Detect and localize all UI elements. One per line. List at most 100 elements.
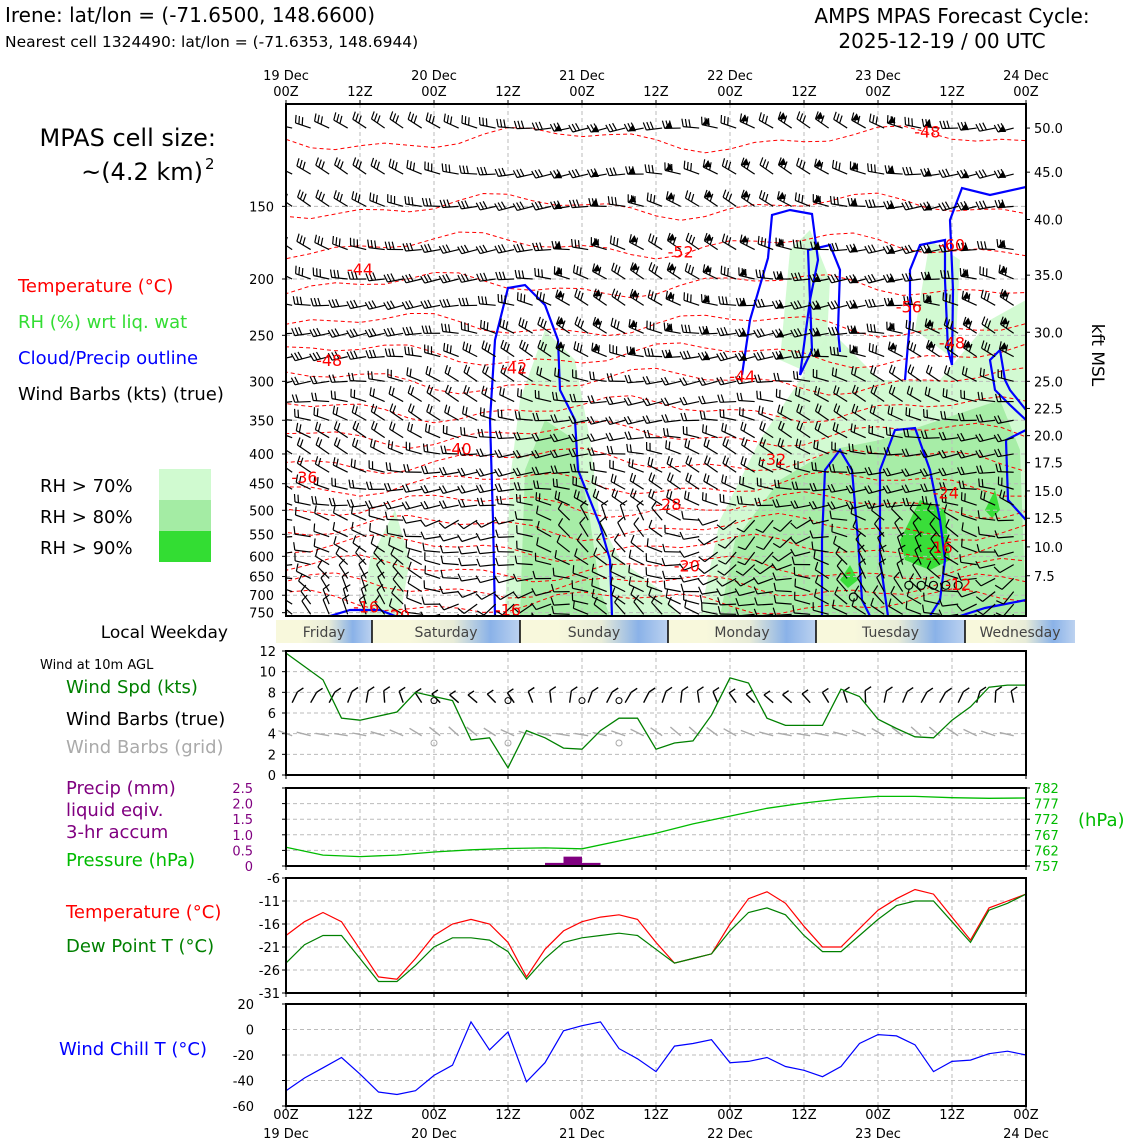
barb-staff [333,465,347,472]
barb-staff [665,170,681,174]
barb-flag [610,236,611,244]
wind-barb [754,299,773,307]
barb-flag [835,274,839,281]
wind-barb [296,507,311,520]
barb-flag [483,365,486,373]
barb-flag [367,482,369,490]
wind-barb [852,113,866,129]
barb-flag [280,493,281,501]
wind-barb [464,385,477,401]
barb-flag [724,267,725,275]
wind-barb [443,425,458,438]
wind-barb [554,266,569,279]
barb-flag [337,423,340,431]
barb-flag [372,421,375,429]
wind-barb [477,273,496,281]
barb-flag [293,296,294,304]
height-tick-label: 15.0 [1034,485,1063,500]
barb-staff [684,300,699,305]
grid-barb-staff [429,727,440,736]
true-barb-staff [1011,691,1013,703]
wind-barb [569,123,588,132]
barb-flag [834,112,837,120]
barb-flag [669,442,670,450]
barb-flag [686,190,688,198]
barb-flag [628,398,632,405]
wind-barb [662,350,681,358]
wind-barb [831,196,848,206]
true-barb-staff [644,692,649,703]
wind-barb [720,409,736,420]
barb-staff [426,374,440,381]
wind-barb [316,158,329,174]
wind-barb [421,532,440,539]
barb-flag [872,299,875,306]
barb-flag [414,116,417,124]
wind-barb [421,501,440,509]
barb-flag [498,245,502,252]
barb-flag [504,120,505,128]
wind-barb [407,367,422,381]
wind-barb [589,198,607,206]
wind-barb [630,473,643,489]
barb-flag [297,456,300,464]
barb-flag [892,367,895,375]
barb-flag [388,483,391,491]
grid-barb-staff [797,734,810,736]
barb-flag [462,499,465,506]
barb-flag [591,434,595,441]
wind-barb [665,525,681,537]
height-tick-label: 35.0 [1034,269,1063,284]
barb-flag [518,292,519,300]
height-tick-label: 7.5 [1034,570,1055,585]
wind-barb [389,159,403,174]
wind-barb [719,296,736,305]
barb-flag [333,522,334,530]
barb-staff [277,357,293,361]
windchill-ytick-label: -40 [233,1075,254,1090]
barb-flag [874,324,875,332]
wind-barb [298,190,311,207]
barb-flag [651,459,653,467]
barb-flag [761,329,765,336]
temperature-label: -24 [933,484,959,503]
barb-flag [354,351,357,358]
top-hour-label: 00Z [569,85,595,100]
wind-barb [369,460,385,472]
true-wind-barb [625,688,637,702]
barb-flag [647,538,648,546]
barb-flag [873,344,874,352]
barb-flag [625,432,628,439]
wind-barb [476,245,495,254]
bottom-date-label: 22 Dec [707,1127,753,1140]
barb-flag [681,584,683,592]
barb-flag [502,202,506,209]
grid-barb-staff [390,730,403,736]
barb-flag [499,484,502,491]
wind-barb [976,201,995,210]
barb-flag [448,367,450,375]
barb-flag [522,342,525,350]
precip-ytick-label: 2.0 [232,798,253,813]
barb-flag [579,240,580,248]
barb-flag [551,202,554,209]
barb-staff [868,332,884,334]
barb-flag [757,352,761,359]
grid-wind-barb [429,727,440,736]
wind-barb [628,194,643,206]
barb-flag [762,237,763,245]
barb-flag [504,342,507,350]
wind-barb [407,590,422,604]
barb-flag [393,423,395,431]
barb-flag [575,289,577,297]
temperature-label: -12 [945,575,971,594]
barb-flag [578,319,581,327]
wind-barb [631,489,644,506]
barb-flag [372,111,375,119]
wind-barb [519,318,533,334]
wind-barb [458,201,477,209]
barb-flag [611,474,613,482]
weekday-label: Local Weekday [101,623,228,643]
barb-staff [297,445,310,454]
barb-flag [355,406,357,414]
